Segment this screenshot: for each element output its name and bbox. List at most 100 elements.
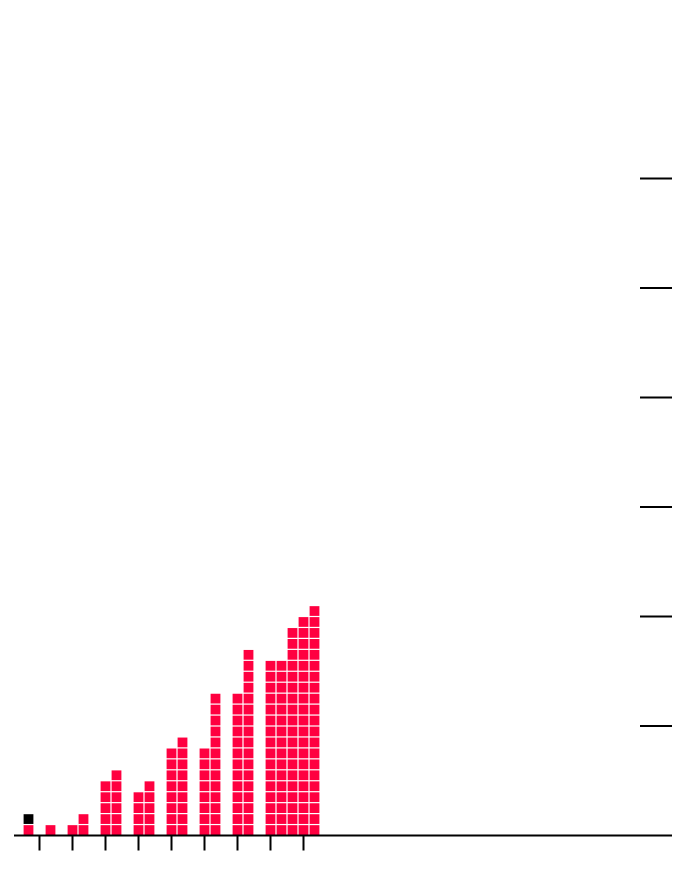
bar-cell — [210, 770, 221, 781]
bar-cell-secondary — [23, 814, 34, 824]
bar-cell — [265, 814, 276, 824]
bar-cell — [243, 759, 254, 770]
bar-cell — [232, 781, 243, 792]
bar-cell — [232, 715, 243, 726]
bar-cell — [287, 759, 298, 770]
bar-cell — [232, 770, 243, 781]
bar-cell — [309, 639, 320, 649]
bar-cell — [243, 660, 254, 671]
bar-cell — [199, 825, 210, 835]
bar-cell — [309, 825, 320, 835]
bar-cell — [287, 726, 298, 737]
bar-cell — [133, 814, 144, 824]
bar-cell — [276, 825, 287, 835]
bar-cell — [232, 825, 243, 835]
bar-cell — [243, 737, 254, 748]
bar-cell — [100, 792, 111, 803]
bar-cell — [276, 671, 287, 682]
bar-cell — [232, 693, 243, 704]
bar-cell — [177, 759, 188, 770]
bar-cell — [265, 770, 276, 781]
bar-cell — [309, 748, 320, 759]
bar-cell — [265, 825, 276, 835]
bar-cell — [298, 726, 309, 737]
bar-cell — [144, 814, 155, 824]
bar-cell — [276, 715, 287, 726]
bar-cell — [210, 715, 221, 726]
bar-cell — [298, 649, 309, 660]
bar-cell — [287, 671, 298, 682]
bar-cell — [287, 737, 298, 748]
bar-cell — [298, 660, 309, 671]
bar-cell — [298, 704, 309, 715]
bar-cell — [265, 748, 276, 759]
bar-cell — [210, 726, 221, 737]
bar-cell — [232, 814, 243, 824]
bar-cell — [309, 781, 320, 792]
bar-cell — [309, 649, 320, 660]
bar-cell — [276, 748, 287, 759]
bar-cell — [166, 759, 177, 770]
bar-cell — [309, 726, 320, 737]
bar-cell — [287, 628, 298, 638]
bar-cell — [276, 726, 287, 737]
axes — [14, 177, 672, 851]
bar-cells — [23, 606, 320, 835]
bar-cell — [177, 814, 188, 824]
bar-cell — [166, 814, 177, 824]
bar-cell — [276, 792, 287, 803]
bar-cell — [144, 781, 155, 792]
bar-cell — [276, 660, 287, 671]
bar-cell — [133, 792, 144, 803]
bar-cell — [166, 781, 177, 792]
bar-cell — [166, 792, 177, 803]
bar-cell — [287, 792, 298, 803]
bar-cell — [287, 715, 298, 726]
bar-cell — [243, 803, 254, 813]
bar-cell — [265, 726, 276, 737]
bar-cell — [243, 682, 254, 693]
bar-cell — [265, 781, 276, 792]
bar-cell — [144, 803, 155, 813]
bar-cell — [265, 737, 276, 748]
bar-cell — [298, 693, 309, 704]
bar-cell — [309, 671, 320, 682]
bar-cell — [276, 814, 287, 824]
bar-cell — [276, 803, 287, 813]
bar-cell — [100, 803, 111, 813]
bar-cell — [199, 748, 210, 759]
bar-cell — [298, 639, 309, 649]
bar-cell — [287, 660, 298, 671]
bar-cell — [265, 759, 276, 770]
bar-cell — [265, 715, 276, 726]
bar-cell — [287, 748, 298, 759]
bar-cell — [199, 781, 210, 792]
bar-cell — [243, 704, 254, 715]
bar-cell — [199, 814, 210, 824]
bar-cell — [210, 704, 221, 715]
bar-cell — [309, 814, 320, 824]
bar-cell — [243, 748, 254, 759]
bar-cell — [287, 682, 298, 693]
bar-cell — [287, 770, 298, 781]
bar-cell — [287, 693, 298, 704]
bar-cell — [232, 803, 243, 813]
bar-cell — [298, 715, 309, 726]
bar-cell — [243, 715, 254, 726]
bar-cell — [111, 770, 122, 781]
bar-cell — [276, 737, 287, 748]
bar-cell — [298, 792, 309, 803]
bar-cell — [309, 704, 320, 715]
bar-cell — [177, 803, 188, 813]
bar-cell — [243, 649, 254, 660]
bar-cell — [287, 649, 298, 660]
bar-cell — [265, 682, 276, 693]
bar-cell — [210, 825, 221, 835]
bar-cell — [111, 814, 122, 824]
bar-cell — [111, 792, 122, 803]
bar-cell — [166, 825, 177, 835]
bar-cell — [100, 781, 111, 792]
bar-cell — [309, 628, 320, 638]
bar-cell — [243, 792, 254, 803]
